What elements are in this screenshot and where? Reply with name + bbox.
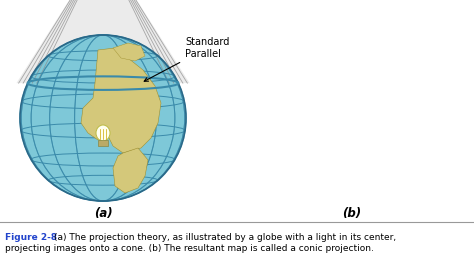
Circle shape (20, 35, 186, 201)
Text: Figure 2-8: Figure 2-8 (5, 233, 57, 242)
FancyBboxPatch shape (98, 140, 108, 146)
Polygon shape (113, 148, 148, 193)
Text: Standard
Parallel: Standard Parallel (144, 37, 229, 81)
Text: (a) The projection theory, as illustrated by a globe with a light in its center,: (a) The projection theory, as illustrate… (54, 233, 396, 242)
Polygon shape (81, 48, 161, 153)
Text: (a): (a) (94, 207, 112, 221)
Polygon shape (17, 0, 190, 83)
Text: (b): (b) (342, 207, 362, 221)
Ellipse shape (96, 125, 110, 141)
Text: projecting images onto a cone. (b) The resultant map is called a conic projectio: projecting images onto a cone. (b) The r… (5, 244, 374, 253)
Polygon shape (113, 43, 145, 61)
